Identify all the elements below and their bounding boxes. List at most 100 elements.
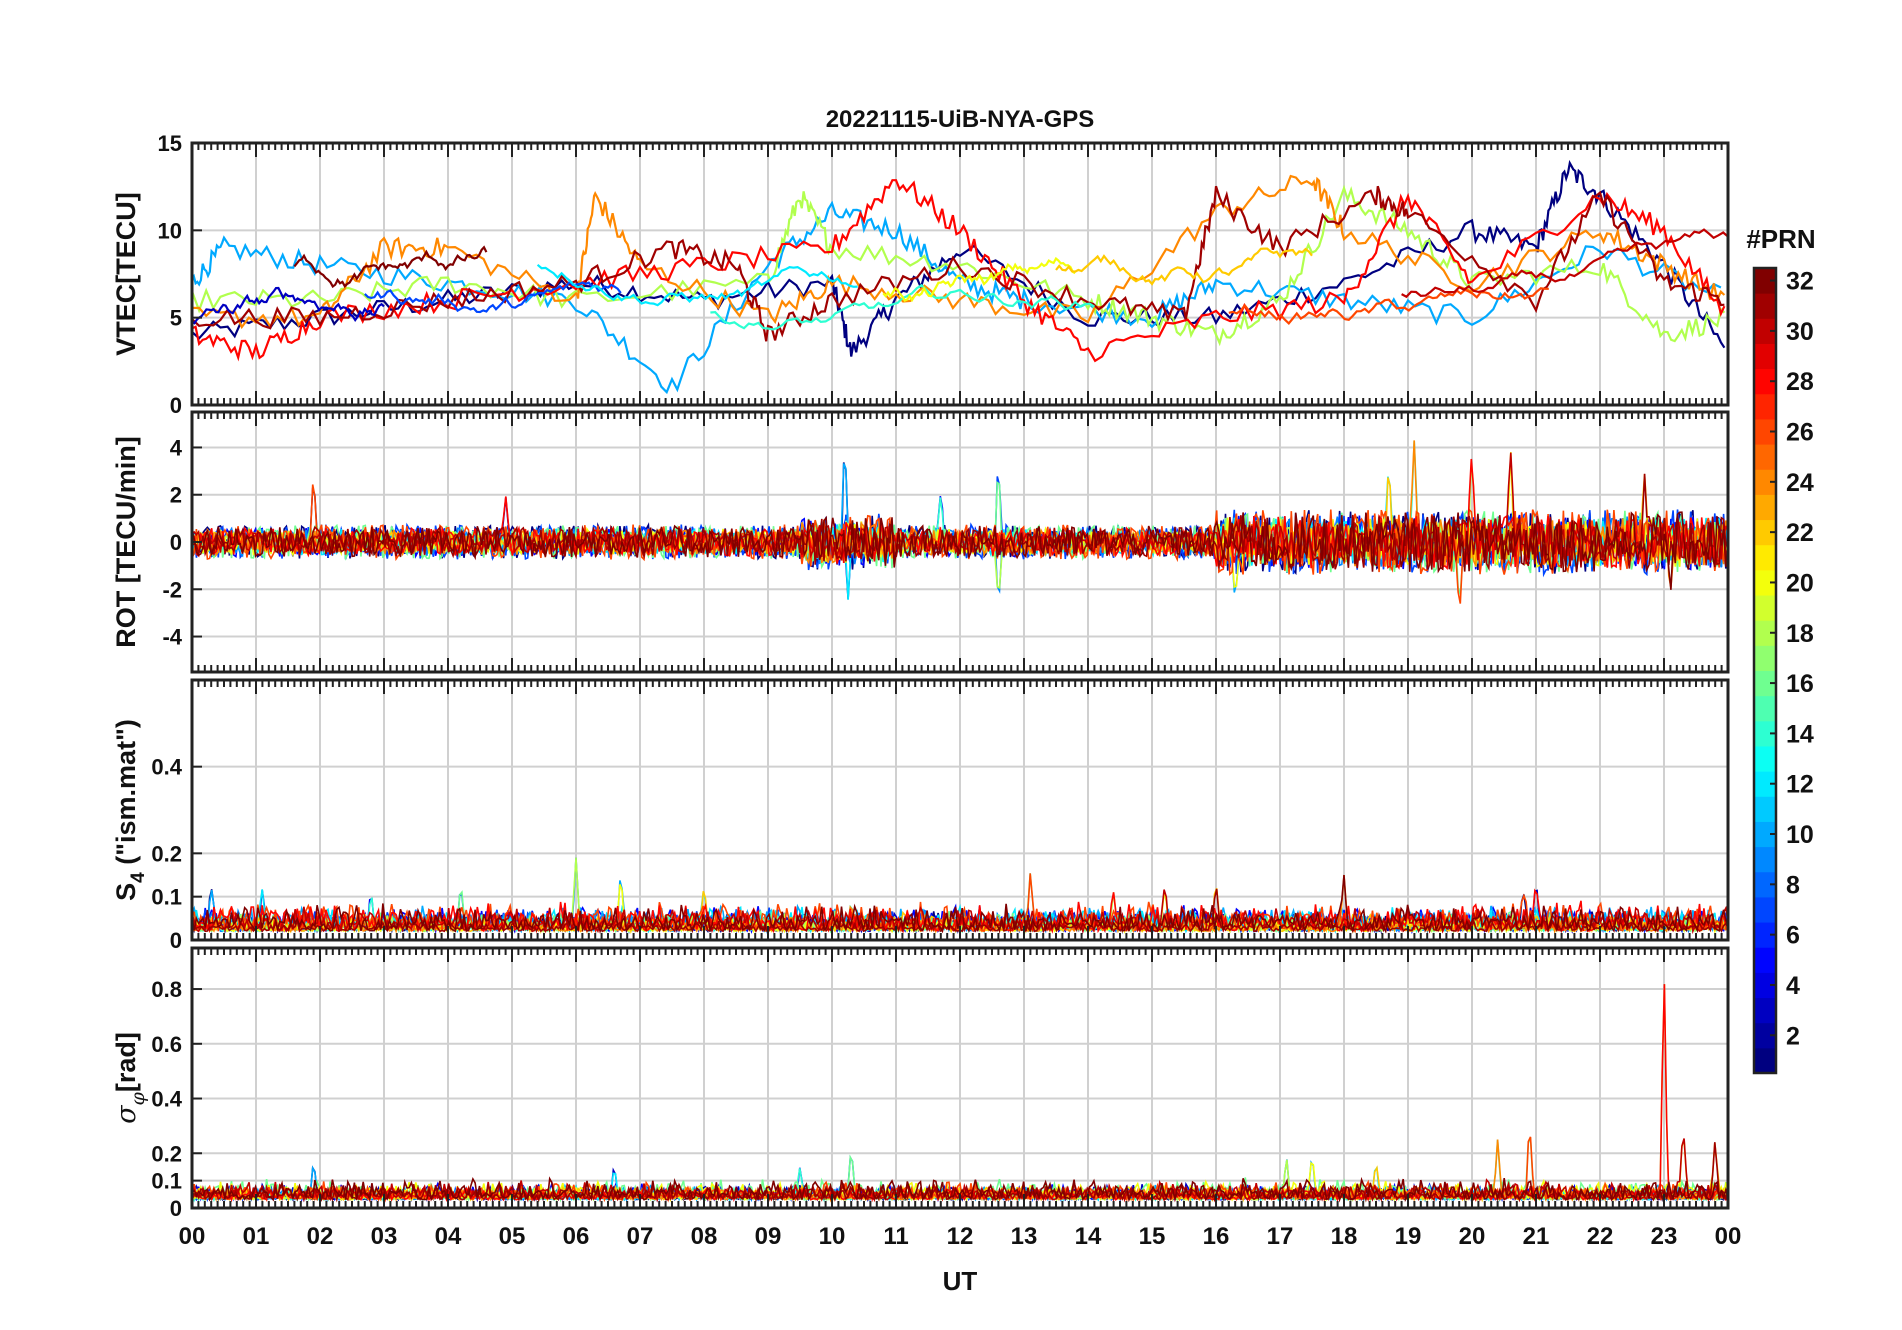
x-tick-label: 07 — [627, 1223, 654, 1250]
colorbar-segment — [1754, 645, 1776, 671]
y-axis-label-s4: S4 ("ism.mat") — [111, 719, 149, 901]
colorbar-segment — [1754, 368, 1776, 395]
y-tick-label: 0.1 — [151, 1169, 182, 1194]
vtec-series-prn-31 — [192, 185, 1725, 342]
colorbar-segment — [1754, 544, 1776, 571]
colorbar-segment — [1754, 922, 1776, 948]
colorbar-segment — [1754, 1047, 1776, 1074]
x-tick-label: 04 — [435, 1223, 462, 1250]
colorbar-segment — [1754, 595, 1776, 621]
x-tick-label: 23 — [1651, 1223, 1678, 1250]
rot-series-prn-26 — [192, 484, 1728, 604]
y-tick-label: 15 — [158, 131, 182, 156]
vtec-series-prn-30 — [1401, 228, 1728, 299]
colorbar-segment — [1754, 896, 1776, 923]
colorbar-tick-label: 32 — [1786, 268, 1814, 296]
x-tick-label: 12 — [947, 1223, 974, 1250]
colorbar-segment — [1754, 947, 1776, 973]
series-vtec — [192, 159, 1728, 395]
y-tick-label: 0 — [170, 393, 182, 418]
colorbar-segment — [1754, 997, 1776, 1024]
x-tick-label: 08 — [691, 1223, 718, 1250]
x-tick-label: 18 — [1331, 1223, 1358, 1250]
x-tick-label: 10 — [819, 1223, 846, 1250]
panel-sigma_phi: 00.1 0.2 0.4 0.6 0.8 σφ[rad] — [111, 946, 1730, 1221]
colorbar-segment — [1754, 821, 1776, 848]
y-tick-label: 0.2 — [151, 841, 182, 866]
vtec-series-prn-20 — [882, 256, 1076, 303]
y-tick-label: 4 — [170, 435, 183, 460]
y-tick-label: -2 — [162, 577, 182, 602]
y-tick-label: 0.4 — [151, 1087, 182, 1112]
colorbar-segment — [1754, 620, 1776, 646]
colorbar-tick-label: 14 — [1786, 720, 1814, 748]
vtec-series-prn-7 — [364, 280, 622, 314]
y-tick-label: 0.4 — [151, 755, 182, 780]
colorbar-segment — [1754, 393, 1776, 420]
y-tick-label: 0.1 — [151, 885, 182, 910]
colorbar-tick-label: 28 — [1786, 368, 1814, 396]
y-tick-label: 0 — [170, 1196, 182, 1221]
colorbar-segment — [1754, 695, 1776, 722]
vtec-series-prn-3 — [192, 286, 385, 325]
y-tick-label: -4 — [162, 625, 182, 650]
s4-series-prn-32 — [192, 874, 1728, 934]
ticks-rot — [192, 412, 1723, 672]
colorbar-tick-label: 8 — [1786, 871, 1800, 899]
colorbar-segment — [1754, 1022, 1776, 1049]
colorbar-segment — [1754, 569, 1776, 596]
ticks-s4 — [192, 680, 1723, 941]
grid-sigma_phi — [192, 948, 1728, 1208]
y-tick-label: 0 — [170, 928, 182, 953]
colorbar-tick-label: 12 — [1786, 771, 1814, 799]
panel-s4: 0 0.1 0.2 0.4S4 ("ism.mat") — [111, 678, 1730, 953]
colorbar-segment — [1754, 418, 1776, 445]
colorbar-segment — [1754, 871, 1776, 898]
y-tick-label: 10 — [158, 218, 182, 243]
colorbar-segment — [1754, 972, 1776, 999]
colorbar-tick-label: 10 — [1786, 821, 1814, 849]
x-tick-label: 02 — [307, 1223, 334, 1250]
y-tick-label: 0 — [170, 530, 182, 555]
colorbar-segment — [1754, 796, 1776, 822]
colorbar-tick-label: 4 — [1786, 972, 1800, 1000]
ticks-vtec — [192, 142, 1723, 406]
panel-rot: -4 -2 0 2 4 ROT [TECU/min] — [111, 410, 1730, 674]
vtec-series-prn-24 — [192, 174, 1726, 330]
rot-series-prn-32 — [192, 511, 1728, 590]
colorbar-segment — [1754, 444, 1776, 470]
colorbar-tick-label: 6 — [1786, 922, 1800, 950]
colorbar-label: #PRN — [1746, 224, 1815, 254]
x-tick-label: 11 — [883, 1223, 908, 1250]
grid-s4 — [192, 680, 1728, 940]
vtec-series-prn-12 — [536, 263, 858, 307]
x-tick-label: 17 — [1267, 1223, 1294, 1250]
vtec-series-prn-32 — [293, 245, 488, 289]
colorbar-segment — [1754, 494, 1776, 521]
colorbar-tick-label: 26 — [1786, 419, 1814, 447]
colorbar-tick-label: 16 — [1786, 670, 1814, 698]
colorbar-tick-label: 20 — [1786, 569, 1814, 597]
x-tick-label: 05 — [499, 1223, 526, 1250]
colorbar-tick-label: 30 — [1786, 318, 1814, 346]
vtec-series-prn-28 — [192, 179, 1726, 363]
x-tick-label: 01 — [243, 1223, 270, 1250]
y-tick-label: 5 — [170, 306, 182, 331]
colorbar-tick-label: 22 — [1786, 519, 1814, 547]
x-tick-label: 09 — [755, 1223, 782, 1250]
x-tick-label: 00 — [1715, 1223, 1742, 1250]
x-tick-label: 03 — [371, 1223, 398, 1250]
y-tick-label: 0.6 — [151, 1032, 182, 1057]
y-tick-label: 0.2 — [151, 1141, 182, 1166]
y-tick-label: 2 — [170, 483, 182, 508]
y-tick-label: 0.8 — [151, 977, 182, 1002]
colorbar-segment — [1754, 268, 1776, 294]
x-tick-label: 16 — [1203, 1223, 1230, 1250]
colorbar-segment — [1754, 343, 1776, 370]
colorbar-segment — [1754, 745, 1776, 772]
vtec-series-prn-26 — [1228, 287, 1549, 326]
x-tick-label: 06 — [563, 1223, 590, 1250]
colorbar-segment — [1754, 469, 1776, 495]
